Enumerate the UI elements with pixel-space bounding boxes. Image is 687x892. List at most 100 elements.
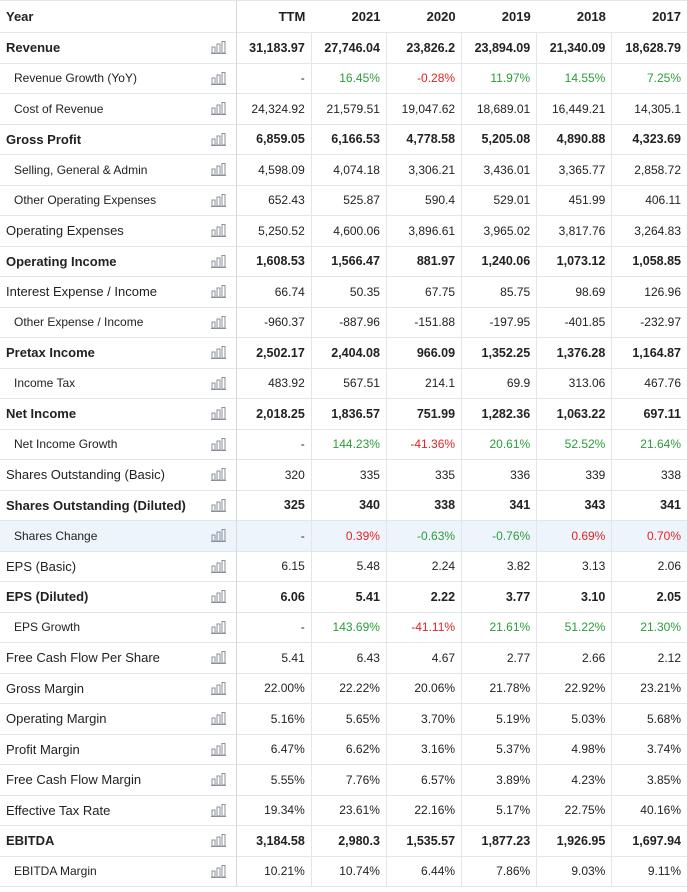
bar-chart-icon[interactable] xyxy=(199,855,237,887)
table-cell: 1,240.06 xyxy=(461,245,537,277)
table-cell: 590.4 xyxy=(385,184,462,216)
table-cell: -41.11% xyxy=(385,611,462,643)
table-cell: 214.1 xyxy=(385,367,462,399)
column-header[interactable]: 2018 xyxy=(536,0,612,33)
year-header: Year xyxy=(0,0,200,33)
bar-chart-icon[interactable] xyxy=(199,642,237,673)
bar-chart-icon[interactable] xyxy=(199,733,237,765)
table-cell: -0.76% xyxy=(461,520,537,551)
table-cell: 966.09 xyxy=(385,337,462,368)
row-label: EPS (Basic) xyxy=(0,550,200,582)
table-cell: 652.43 xyxy=(235,184,312,216)
table-cell: 20.61% xyxy=(461,428,537,460)
table-cell: 6,166.53 xyxy=(310,123,387,155)
table-cell: 467.76 xyxy=(611,367,687,399)
table-cell: 10.21% xyxy=(235,855,312,887)
table-cell: 14,305.1 xyxy=(611,93,687,124)
bar-chart-icon[interactable] xyxy=(199,123,237,155)
bar-chart-icon[interactable] xyxy=(199,32,237,63)
column-header[interactable]: 2019 xyxy=(461,0,537,33)
row-label: Gross Margin xyxy=(0,672,200,704)
table-cell: 22.16% xyxy=(385,794,462,826)
table-row: Net Income Growth -144.23% -41.36% 20.61% 52… xyxy=(0,428,687,460)
table-row: Shares Change -0.39% -0.63% -0.76% 0.69% 0.70… xyxy=(0,520,687,551)
table-cell: 69.9 xyxy=(461,367,537,399)
header-row: Year TTM 2021 2020 2019 2018 2017 xyxy=(0,0,687,33)
table-cell: 5,250.52 xyxy=(235,215,312,246)
table-cell: 2.22 xyxy=(385,581,462,612)
table-row: EBITDA 3,184.58 2,980.3 1,535.57 1,877.23 1,9… xyxy=(0,825,687,856)
bar-chart-icon[interactable] xyxy=(199,367,237,399)
bar-chart-icon[interactable] xyxy=(199,276,237,307)
bar-chart-icon[interactable] xyxy=(199,611,237,643)
bar-chart-icon[interactable] xyxy=(199,672,237,704)
table-row: Gross Profit 6,859.05 6,166.53 4,778.58 5,20… xyxy=(0,123,687,155)
table-cell: -0.28% xyxy=(385,62,462,94)
row-label: Revenue Growth (YoY) xyxy=(0,62,200,94)
row-label: EPS (Diluted) xyxy=(0,581,200,612)
bar-chart-icon[interactable] xyxy=(199,825,237,856)
table-cell: 1,877.23 xyxy=(461,825,537,856)
table-cell: 23,894.09 xyxy=(461,32,537,63)
column-header[interactable]: TTM xyxy=(235,0,312,33)
row-label: Cost of Revenue xyxy=(0,93,200,124)
bar-chart-icon[interactable] xyxy=(199,154,237,185)
table-cell: 343 xyxy=(536,489,612,521)
row-label: Pretax Income xyxy=(0,337,200,368)
table-cell: 31,183.97 xyxy=(235,32,312,63)
table-cell: 3,896.61 xyxy=(385,215,462,246)
table-cell: -41.36% xyxy=(385,428,462,460)
table-cell: - xyxy=(235,520,312,551)
bar-chart-icon[interactable] xyxy=(199,398,237,429)
column-header[interactable]: 2020 xyxy=(386,0,462,33)
table-cell: 3,184.58 xyxy=(235,825,312,856)
table-cell: 20.06% xyxy=(385,672,462,704)
row-label: EBITDA xyxy=(0,825,200,856)
bar-chart-icon[interactable] xyxy=(199,62,237,94)
column-header[interactable]: 2017 xyxy=(611,0,687,33)
row-label: EPS Growth xyxy=(0,611,200,643)
table-cell: 16,449.21 xyxy=(536,93,612,124)
table-cell: -151.88 xyxy=(385,306,462,338)
table-row: Operating Margin 5.16% 5.65% 3.70% 5.19% 5.03… xyxy=(0,703,687,734)
table-cell: 1,608.53 xyxy=(235,245,312,277)
bar-chart-icon[interactable] xyxy=(199,581,237,612)
bar-chart-icon[interactable] xyxy=(199,93,237,124)
bar-chart-icon[interactable] xyxy=(199,459,237,490)
table-cell: 697.11 xyxy=(611,398,687,429)
table-cell: 2.66 xyxy=(536,642,612,673)
table-cell: 40.16% xyxy=(611,794,687,826)
table-cell: 567.51 xyxy=(310,367,387,399)
bar-chart-icon[interactable] xyxy=(199,794,237,826)
table-cell: 5.55% xyxy=(235,764,312,795)
bar-chart-icon[interactable] xyxy=(199,703,237,734)
table-cell: 5.16% xyxy=(235,703,312,734)
table-cell: 6.44% xyxy=(385,855,462,887)
bar-chart-icon[interactable] xyxy=(199,428,237,460)
table-cell: 3,306.21 xyxy=(385,154,462,185)
table-row: Cost of Revenue 24,324.92 21,579.51 19,047.… xyxy=(0,93,687,124)
table-cell: 50.35 xyxy=(310,276,387,307)
table-cell: 27,746.04 xyxy=(310,32,387,63)
table-cell: 6.43 xyxy=(310,642,387,673)
table-cell: 2,018.25 xyxy=(235,398,312,429)
table-cell: 66.74 xyxy=(235,276,312,307)
table-cell: 751.99 xyxy=(385,398,462,429)
column-header[interactable]: 2021 xyxy=(311,0,387,33)
table-cell: 52.52% xyxy=(536,428,612,460)
bar-chart-icon[interactable] xyxy=(199,550,237,582)
bar-chart-icon[interactable] xyxy=(199,520,237,551)
row-label: Operating Expenses xyxy=(0,215,200,246)
bar-chart-icon[interactable] xyxy=(199,245,237,277)
bar-chart-icon[interactable] xyxy=(199,215,237,246)
table-cell: 4.98% xyxy=(536,733,612,765)
bar-chart-icon[interactable] xyxy=(199,184,237,216)
bar-chart-icon[interactable] xyxy=(199,337,237,368)
table-cell: 529.01 xyxy=(461,184,537,216)
table-cell: 1,566.47 xyxy=(310,245,387,277)
table-row: Shares Outstanding (Diluted) 325 340 338 341… xyxy=(0,489,687,521)
bar-chart-icon[interactable] xyxy=(199,306,237,338)
bar-chart-icon[interactable] xyxy=(199,489,237,521)
bar-chart-icon[interactable] xyxy=(199,764,237,795)
